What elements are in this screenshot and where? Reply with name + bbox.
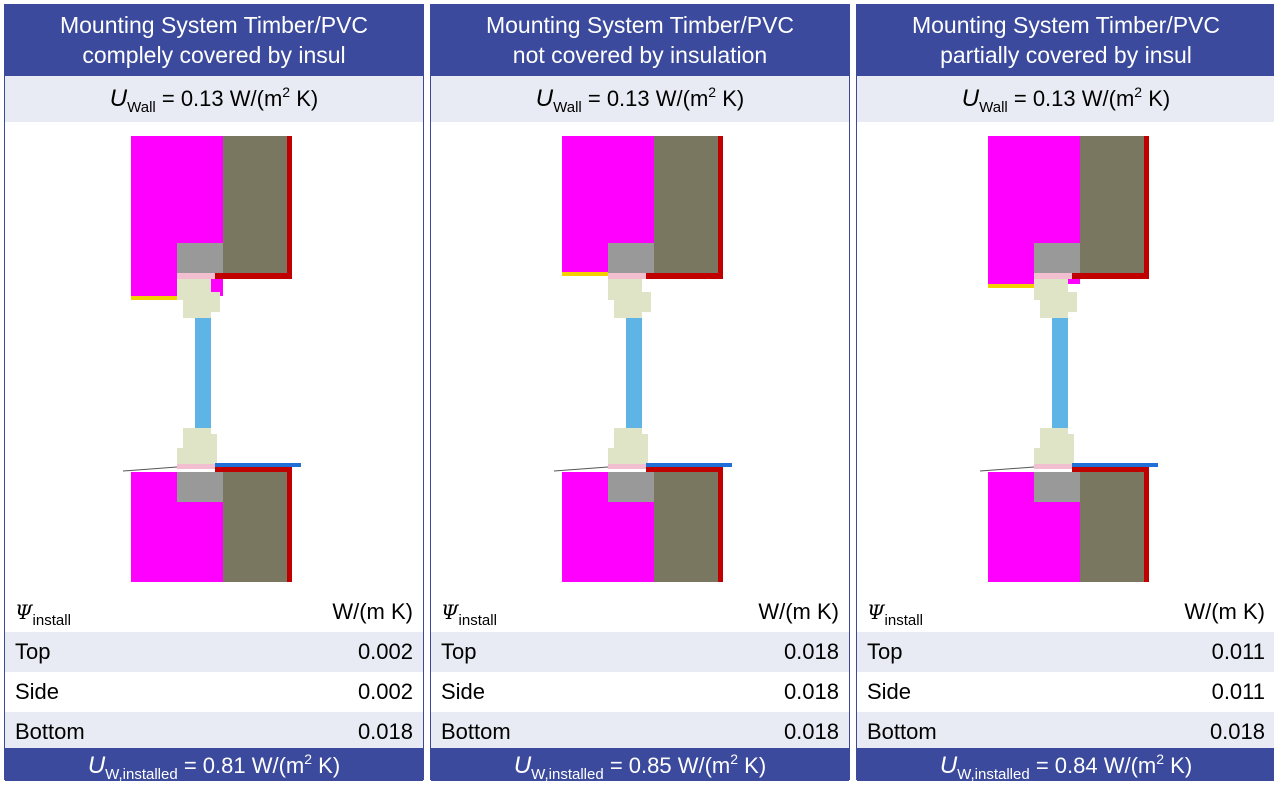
masonry-block-bottom xyxy=(654,472,718,582)
mounting-block-bottom xyxy=(177,472,223,502)
lintel-strip xyxy=(988,284,1034,288)
masonry-block-bottom xyxy=(1080,472,1144,582)
glass-pane xyxy=(626,318,642,428)
psi-header: Ψinstall W/(m K) xyxy=(5,592,423,632)
render-layer-top-bottom xyxy=(1072,273,1149,279)
u-wall-value: UWall = 0.13 W/(m2 K) xyxy=(5,76,423,122)
render-layer-top xyxy=(287,136,292,279)
glass-pane xyxy=(195,318,211,428)
variant-panel-complete: Mounting System Timber/PVC complely cove… xyxy=(4,4,424,783)
psi-unit: W/(m K) xyxy=(332,599,413,624)
render-layer-bottom xyxy=(718,467,723,582)
panel-title-line1: Mounting System Timber/PVC xyxy=(485,12,795,38)
lintel-strip xyxy=(131,296,177,300)
masonry-block-top xyxy=(654,136,718,273)
render-layer-top xyxy=(1144,136,1149,279)
panel-title-line2: complely covered by insul xyxy=(82,42,346,68)
frame-top xyxy=(608,279,651,318)
window-sill xyxy=(646,463,732,467)
seal-top xyxy=(177,273,215,279)
psi-header: Ψinstall W/(m K) xyxy=(431,592,849,632)
psi-row-top: Top 0.002 xyxy=(5,632,423,672)
psi-row-side: Side 0.018 xyxy=(431,672,849,712)
window-section-drawing xyxy=(122,136,301,582)
masonry-block-bottom xyxy=(223,472,287,582)
render-layer-bottom xyxy=(1144,467,1149,582)
variant-panel-partial: Mounting System Timber/PVC partially cov… xyxy=(856,4,1274,783)
inner-sill-line xyxy=(979,466,1035,472)
render-layer-bottom-top xyxy=(215,467,292,472)
render-layer-bottom-top xyxy=(1072,467,1149,472)
mounting-block-bottom xyxy=(1034,472,1080,502)
psi-row-bottom: Bottom 0.018 xyxy=(857,712,1274,752)
mounting-block-top xyxy=(177,243,223,273)
u-wall-value: UWall = 0.13 W/(m2 K) xyxy=(431,76,849,122)
panel-title: Mounting System Timber/PVC complely cove… xyxy=(5,5,423,76)
panel-title-line1: Mounting System Timber/PVC xyxy=(59,12,369,38)
psi-row-side: Side 0.011 xyxy=(857,672,1274,712)
seal-bottom xyxy=(177,464,215,469)
panel-title-line1: Mounting System Timber/PVC xyxy=(911,12,1221,38)
inner-sill-line xyxy=(122,466,178,472)
window-sill xyxy=(1072,463,1158,467)
render-layer-bottom-top xyxy=(646,467,723,472)
render-layer-bottom xyxy=(287,467,292,582)
uw-installed-value: UW,installed = 0.81 W/(m2 K) xyxy=(5,748,423,783)
panel-title-line2: not covered by insulation xyxy=(512,42,768,68)
psi-row-bottom: Bottom 0.018 xyxy=(5,712,423,752)
frame-top xyxy=(177,279,220,318)
render-layer-top-bottom xyxy=(646,273,723,279)
uw-installed-value: UW,installed = 0.84 W/(m2 K) xyxy=(857,748,1274,783)
frame-bottom xyxy=(608,428,648,465)
render-layer-top xyxy=(718,136,723,279)
window-section-drawing xyxy=(979,136,1158,582)
panel-title: Mounting System Timber/PVC not covered b… xyxy=(431,5,849,76)
window-section-drawing xyxy=(553,136,732,582)
psi-header: Ψinstall W/(m K) xyxy=(857,592,1274,632)
seal-bottom xyxy=(608,464,646,469)
seal-bottom xyxy=(1034,464,1072,469)
uw-installed-value: UW,installed = 0.85 W/(m2 K) xyxy=(431,748,849,783)
seal-top xyxy=(1034,273,1072,279)
lintel-strip xyxy=(562,272,608,276)
masonry-block-top xyxy=(1080,136,1144,273)
psi-unit: W/(m K) xyxy=(758,599,839,624)
u-wall-value: UWall = 0.13 W/(m2 K) xyxy=(857,76,1274,122)
frame-bottom xyxy=(1034,428,1074,465)
window-sill xyxy=(215,463,301,467)
psi-row-bottom: Bottom 0.018 xyxy=(431,712,849,752)
psi-row-top: Top 0.011 xyxy=(857,632,1274,672)
mounting-block-top xyxy=(608,243,654,273)
psi-row-top: Top 0.018 xyxy=(431,632,849,672)
variant-panel-not-covered: Mounting System Timber/PVC not covered b… xyxy=(430,4,850,783)
frame-bottom xyxy=(177,428,217,465)
panel-title: Mounting System Timber/PVC partially cov… xyxy=(857,5,1274,76)
frame-top xyxy=(1034,279,1077,318)
mounting-block-bottom xyxy=(608,472,654,502)
masonry-block-top xyxy=(223,136,287,273)
seal-top xyxy=(608,273,646,279)
psi-unit: W/(m K) xyxy=(1184,599,1265,624)
inner-sill-line xyxy=(553,466,609,472)
glass-pane xyxy=(1052,318,1068,428)
mounting-block-top xyxy=(1034,243,1080,273)
psi-row-side: Side 0.002 xyxy=(5,672,423,712)
panel-title-line2: partially covered by insul xyxy=(940,42,1192,68)
render-layer-top-bottom xyxy=(215,273,292,279)
